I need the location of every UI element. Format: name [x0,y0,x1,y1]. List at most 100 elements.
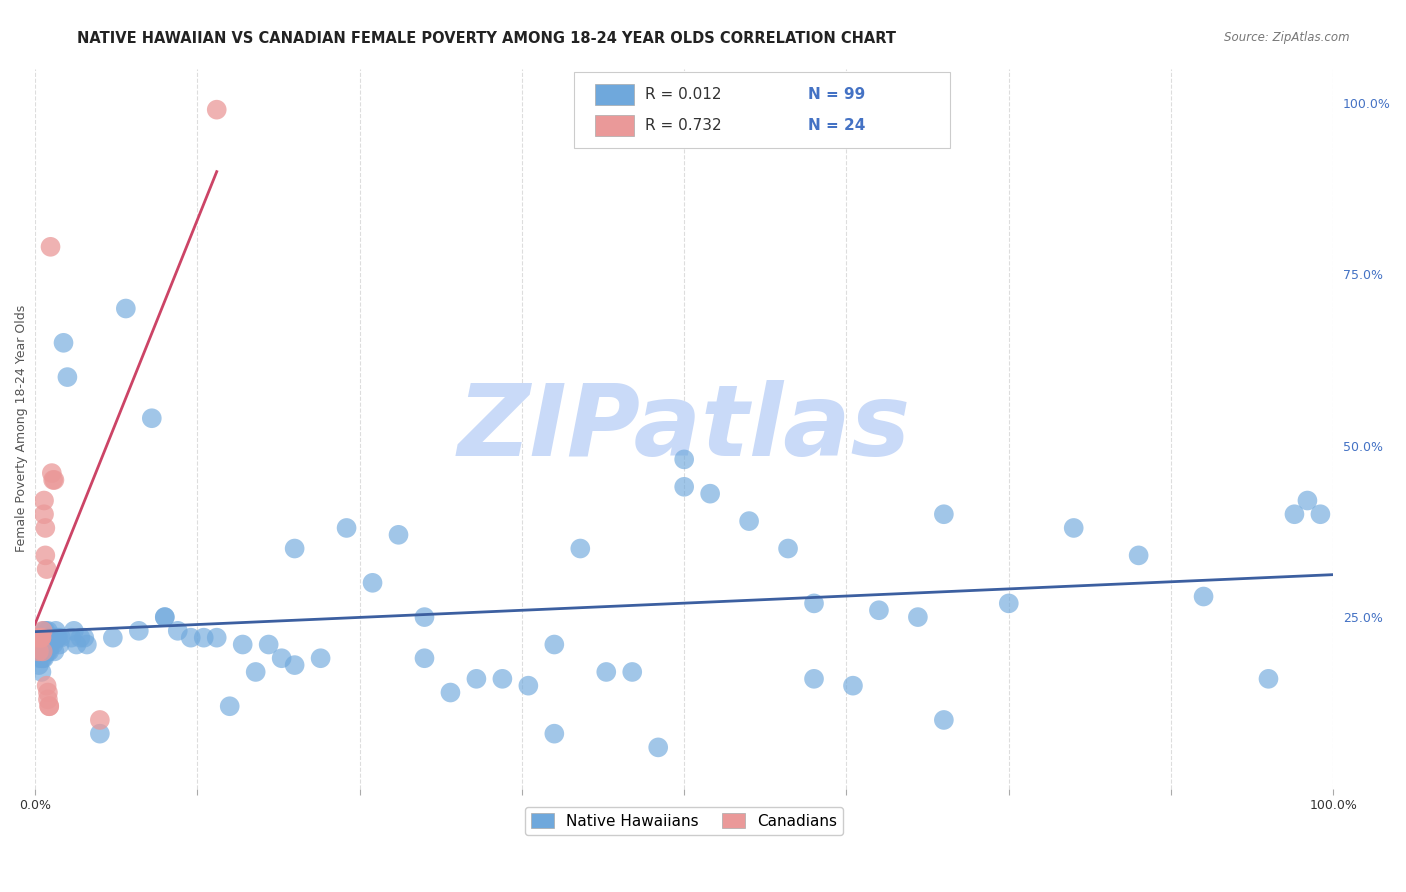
Point [30,638,52,652]
Point [166,624,188,638]
Point [32,624,55,638]
Point [31,644,53,658]
Point [89,713,111,727]
Point [37,692,59,706]
Point [41,466,63,480]
Point [73,631,96,645]
Point [46,631,69,645]
Point [35,631,58,645]
Point [39,240,62,254]
Point [38,644,60,658]
Point [141,411,163,425]
Point [569,541,592,556]
Point [517,679,540,693]
Point [41,631,63,645]
Point [38,699,60,714]
Point [44,644,66,658]
Point [257,638,280,652]
Point [60,631,83,645]
FancyBboxPatch shape [595,114,634,136]
Point [30,631,52,645]
Point [30,631,52,645]
Point [842,679,865,693]
Point [1284,507,1306,521]
Point [46,631,69,645]
Point [32,651,55,665]
Point [335,521,357,535]
Point [42,638,65,652]
Point [803,596,825,610]
Point [932,713,955,727]
Point [37,644,59,658]
Text: R = 0.012: R = 0.012 [645,87,721,102]
Point [30,631,52,645]
Point [1063,521,1085,535]
Point [997,596,1019,610]
Point [27,631,49,645]
Point [193,631,215,645]
Point [30,631,52,645]
Point [673,452,696,467]
Point [413,651,436,665]
Point [38,699,60,714]
Point [232,638,254,652]
Point [1192,590,1215,604]
Point [413,610,436,624]
Point [37,685,59,699]
Point [69,631,91,645]
Point [491,672,513,686]
Point [387,528,409,542]
Point [39,638,62,652]
Point [595,665,617,679]
Point [153,610,176,624]
Point [48,638,70,652]
Point [31,651,53,665]
Point [34,549,56,563]
Point [28,644,51,658]
Point [218,699,240,714]
Point [1309,507,1331,521]
Point [128,624,150,638]
Point [44,631,66,645]
Point [37,624,59,638]
Point [32,638,55,652]
Point [245,665,267,679]
Point [270,651,292,665]
FancyBboxPatch shape [595,84,634,105]
Point [35,562,58,576]
Point [44,473,66,487]
Point [35,638,58,652]
Point [63,624,86,638]
Point [309,651,332,665]
Point [34,638,56,652]
Point [543,638,565,652]
Text: N = 99: N = 99 [807,87,865,102]
FancyBboxPatch shape [574,72,950,148]
Point [776,541,799,556]
Point [30,665,52,679]
Point [907,610,929,624]
Point [284,658,307,673]
Point [65,638,87,652]
Point [1128,549,1150,563]
Point [34,624,56,638]
Point [673,480,696,494]
Point [647,740,669,755]
Point [34,521,56,535]
Point [205,631,228,645]
Legend: Native Hawaiians, Canadians: Native Hawaiians, Canadians [526,806,844,835]
Point [439,685,461,699]
Point [27,631,49,645]
Point [699,486,721,500]
Point [34,644,56,658]
Point [31,631,53,645]
Point [52,335,75,350]
Y-axis label: Female Poverty Among 18-24 Year Olds: Female Poverty Among 18-24 Year Olds [15,305,28,552]
Point [30,638,52,652]
Point [101,631,124,645]
Point [465,672,488,686]
Point [738,514,761,528]
Point [35,679,58,693]
Point [27,631,49,645]
Text: Source: ZipAtlas.com: Source: ZipAtlas.com [1225,31,1350,45]
